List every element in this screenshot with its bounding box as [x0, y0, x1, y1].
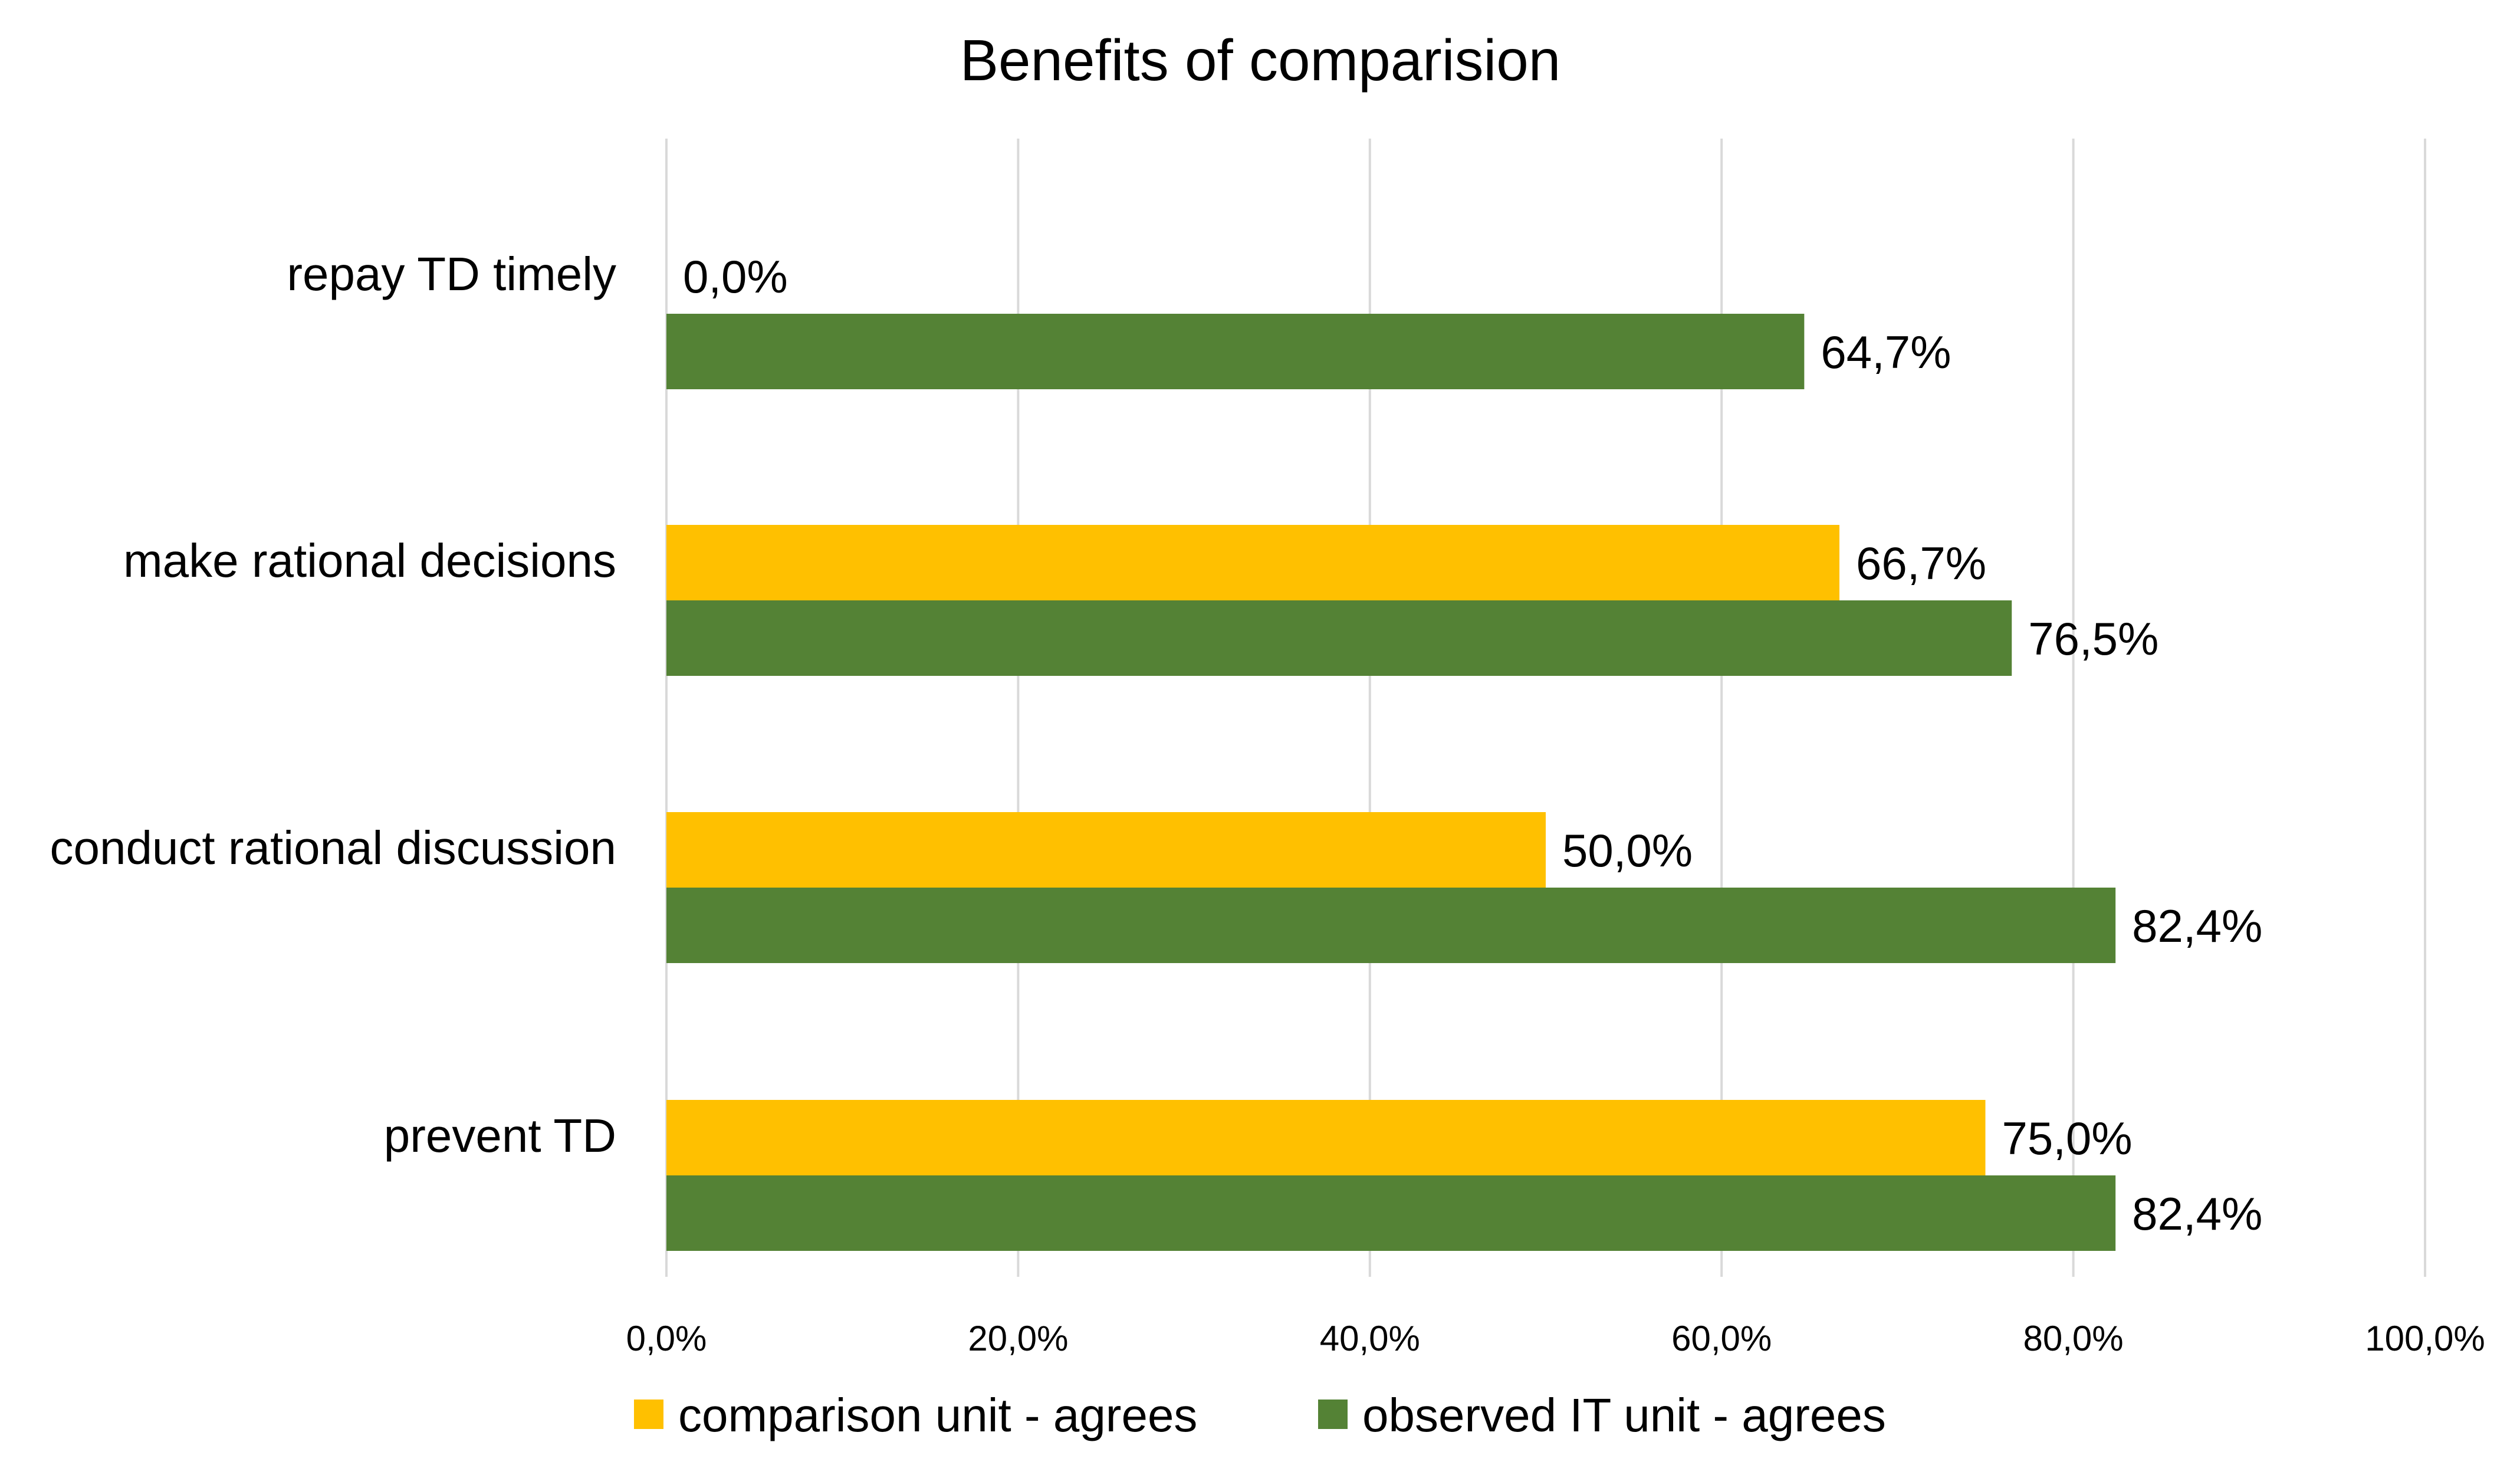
bar-series1-cat1 [666, 600, 2012, 676]
category-label-0: repay TD timely [287, 248, 616, 300]
data-label-series0-cat1: 66,7% [1856, 537, 1986, 589]
x-axis-tick-labels: 0,0% 20,0% 40,0% 60,0% 80,0% 100,0% [626, 1319, 2485, 1358]
data-label-series0-cat3: 75,0% [2002, 1112, 2133, 1164]
legend-label-0: comparison unit - agrees [678, 1389, 1197, 1441]
x-tick-label-4: 80,0% [2023, 1319, 2124, 1358]
category-label-1: make rational decisions [123, 534, 616, 587]
chart-title: Benefits of comparision [960, 28, 1561, 93]
data-label-series0-cat2: 50,0% [1562, 824, 1693, 876]
bar-series1-cat0 [666, 314, 1805, 389]
bar-series0-cat1 [666, 525, 1839, 600]
data-label-series0-cat0: 0,0% [683, 251, 788, 303]
category-label-3: prevent TD [384, 1109, 616, 1162]
category-labels: repay TD timely make rational decisions co… [50, 248, 616, 1162]
x-tick-label-3: 60,0% [1671, 1319, 1772, 1358]
x-tick-label-5: 100,0% [2365, 1319, 2485, 1358]
data-label-series1-cat1: 76,5% [2028, 613, 2158, 665]
legend-label-1: observed IT unit - agrees [1362, 1389, 1886, 1441]
x-tick-label-1: 20,0% [968, 1319, 1068, 1358]
bar-series1-cat3 [666, 1175, 2116, 1251]
x-tick-label-0: 0,0% [626, 1319, 707, 1358]
category-label-2: conduct rational discussion [50, 822, 616, 874]
data-label-series1-cat2: 82,4% [2132, 900, 2262, 952]
x-tick-label-2: 40,0% [1320, 1319, 1420, 1358]
data-label-series1-cat0: 64,7% [1821, 326, 1951, 378]
data-label-series1-cat3: 82,4% [2132, 1188, 2262, 1240]
bar-series0-cat3 [666, 1100, 1986, 1175]
bar-series1-cat2 [666, 888, 2116, 963]
legend: comparison unit - agrees observed IT unit… [634, 1389, 1886, 1441]
bars [666, 314, 2116, 1251]
legend-swatch-1 [1318, 1400, 1348, 1429]
legend-swatch-0 [634, 1400, 663, 1429]
bar-series0-cat2 [666, 812, 1546, 888]
data-labels: 0,0% 64,7% 66,7% 76,5% 50,0% 82,4% 75,0% 82,4% [683, 251, 2262, 1240]
